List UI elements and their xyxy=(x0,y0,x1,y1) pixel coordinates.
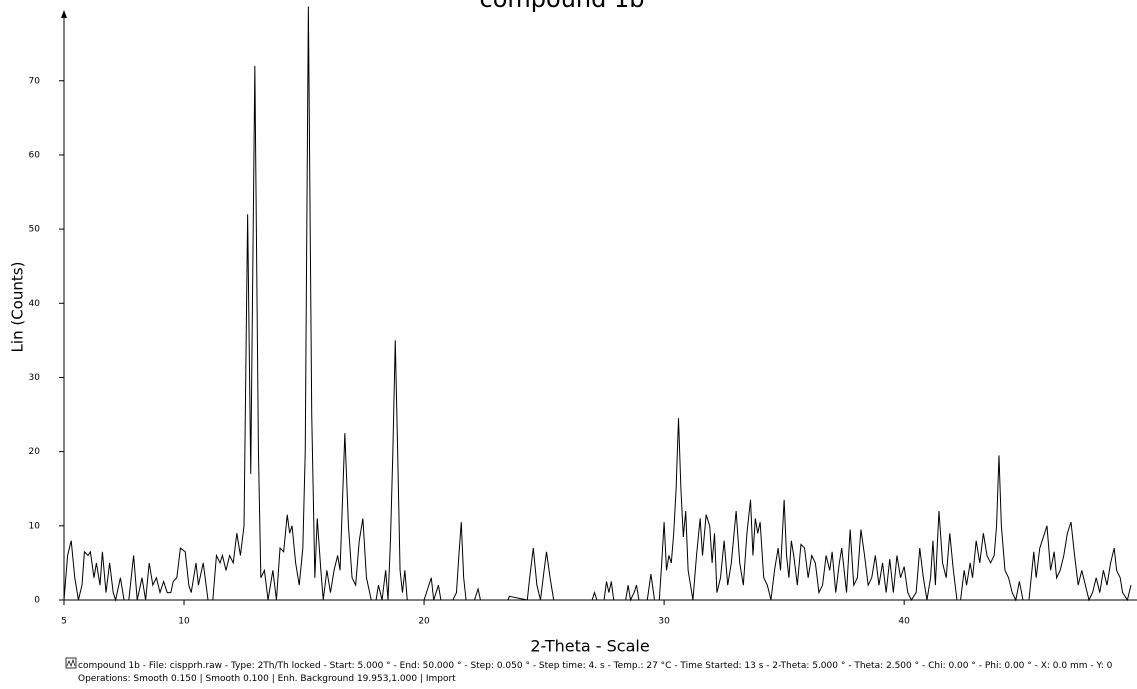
x-tick-label: 40 xyxy=(898,617,910,627)
footer-line-1: compound 1b - File: cispprh.raw - Type: … xyxy=(78,661,1113,671)
y-tick-label: 40 xyxy=(29,299,41,309)
footer-line-2: Operations: Smooth 0.150 | Smooth 0.100 … xyxy=(78,674,456,684)
x-tick-label: 20 xyxy=(418,617,430,627)
x-tick-label: 5 xyxy=(61,617,67,627)
y-tick-label: 20 xyxy=(29,447,41,457)
x-tick-label: 30 xyxy=(658,617,670,627)
y-axis-label: Lin (Counts) xyxy=(9,262,27,353)
chart-title: compound 1b xyxy=(480,0,645,13)
y-tick-label: 10 xyxy=(29,521,41,531)
x-tick-label: 10 xyxy=(178,617,190,627)
y-tick-label: 70 xyxy=(29,76,41,86)
data-line xyxy=(63,6,1132,602)
y-tick-label: 0 xyxy=(34,596,40,606)
y-tick-label: 60 xyxy=(29,150,41,160)
x-axis-label: 2-Theta - Scale xyxy=(530,637,649,656)
y-tick-label: 30 xyxy=(29,373,41,383)
y-tick-label: 50 xyxy=(29,225,41,235)
legend-icon xyxy=(65,657,77,669)
y-axis-arrow xyxy=(61,10,67,18)
legend-icon-glyph xyxy=(66,658,76,668)
